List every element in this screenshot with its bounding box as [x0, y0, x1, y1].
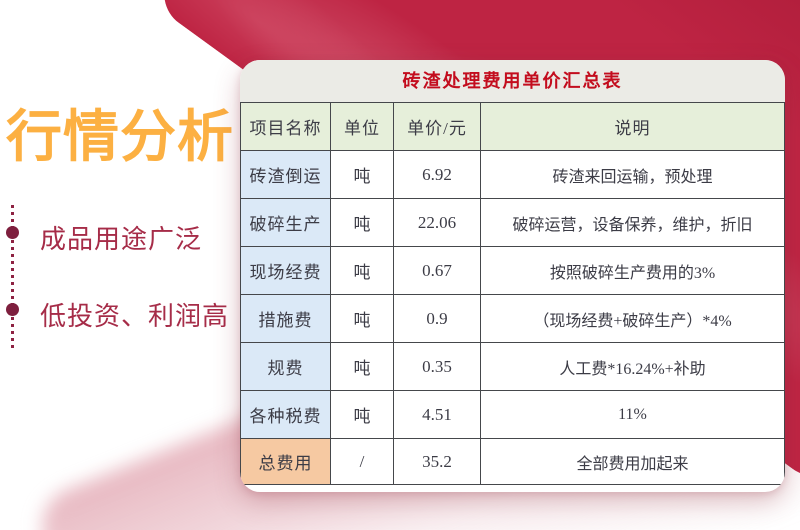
cell-project-name: 总费用 [240, 438, 331, 485]
cell-price: 0.35 [393, 342, 481, 391]
column-header-note: 说明 [480, 102, 785, 151]
table-row: 破碎生产 吨 22.06 破碎运营，设备保养，维护，折旧 [240, 198, 785, 247]
cell-project-name: 现场经费 [240, 246, 331, 295]
cell-unit: 吨 [330, 342, 394, 391]
cell-project-name: 破碎生产 [240, 198, 331, 247]
cell-note: （现场经费+破碎生产）*4% [480, 294, 785, 343]
cell-project-name: 砖渣倒运 [240, 150, 331, 199]
cell-unit: 吨 [330, 198, 394, 247]
page-title: 行情分析 [6, 105, 234, 168]
table-row: 规费 吨 0.35 人工费*16.24%+补助 [240, 342, 785, 391]
cell-project-name: 措施费 [240, 294, 331, 343]
cell-unit: / [330, 438, 394, 485]
summary-table-panel: 砖渣处理费用单价汇总表 项目名称 单位 单价/元 说明 砖渣倒运 吨 6.92 … [240, 60, 785, 492]
cost-table: 项目名称 单位 单价/元 说明 砖渣倒运 吨 6.92 砖渣来回运输，预处理 破… [240, 102, 785, 485]
table-header-row: 项目名称 单位 单价/元 说明 [240, 102, 785, 151]
bullet-dot [6, 226, 19, 239]
cell-unit: 吨 [330, 294, 394, 343]
table-row: 现场经费 吨 0.67 按照破碎生产费用的3% [240, 246, 785, 295]
cell-price: 22.06 [393, 198, 481, 247]
column-header-unit: 单位 [330, 102, 394, 151]
bullet-item-label: 低投资、利润高 [40, 301, 230, 331]
cell-price: 0.9 [393, 294, 481, 343]
cell-note: 砖渣来回运输，预处理 [480, 150, 785, 199]
cell-unit: 吨 [330, 246, 394, 295]
cell-note: 11% [480, 390, 785, 439]
table-row-total: 总费用 / 35.2 全部费用加起来 [240, 438, 785, 485]
table-title: 砖渣处理费用单价汇总表 [240, 60, 785, 102]
table-row: 砖渣倒运 吨 6.92 砖渣来回运输，预处理 [240, 150, 785, 199]
cell-note: 破碎运营，设备保养，维护，折旧 [480, 198, 785, 247]
cell-project-name: 规费 [240, 342, 331, 391]
table-row: 措施费 吨 0.9 （现场经费+破碎生产）*4% [240, 294, 785, 343]
cell-unit: 吨 [330, 150, 394, 199]
cell-price: 6.92 [393, 150, 481, 199]
cell-project-name: 各种税费 [240, 390, 331, 439]
column-header-project: 项目名称 [240, 102, 331, 151]
cell-price: 35.2 [393, 438, 481, 485]
cell-note: 按照破碎生产费用的3% [480, 246, 785, 295]
dotted-line [11, 205, 14, 348]
bullet-dot [6, 303, 19, 316]
bullet-item-label: 成品用途广泛 [40, 224, 203, 254]
cell-note: 人工费*16.24%+补助 [480, 342, 785, 391]
column-header-price: 单价/元 [393, 102, 481, 151]
cell-price: 4.51 [393, 390, 481, 439]
table-row: 各种税费 吨 4.51 11% [240, 390, 785, 439]
cell-note: 全部费用加起来 [480, 438, 785, 485]
cell-price: 0.67 [393, 246, 481, 295]
cell-unit: 吨 [330, 390, 394, 439]
